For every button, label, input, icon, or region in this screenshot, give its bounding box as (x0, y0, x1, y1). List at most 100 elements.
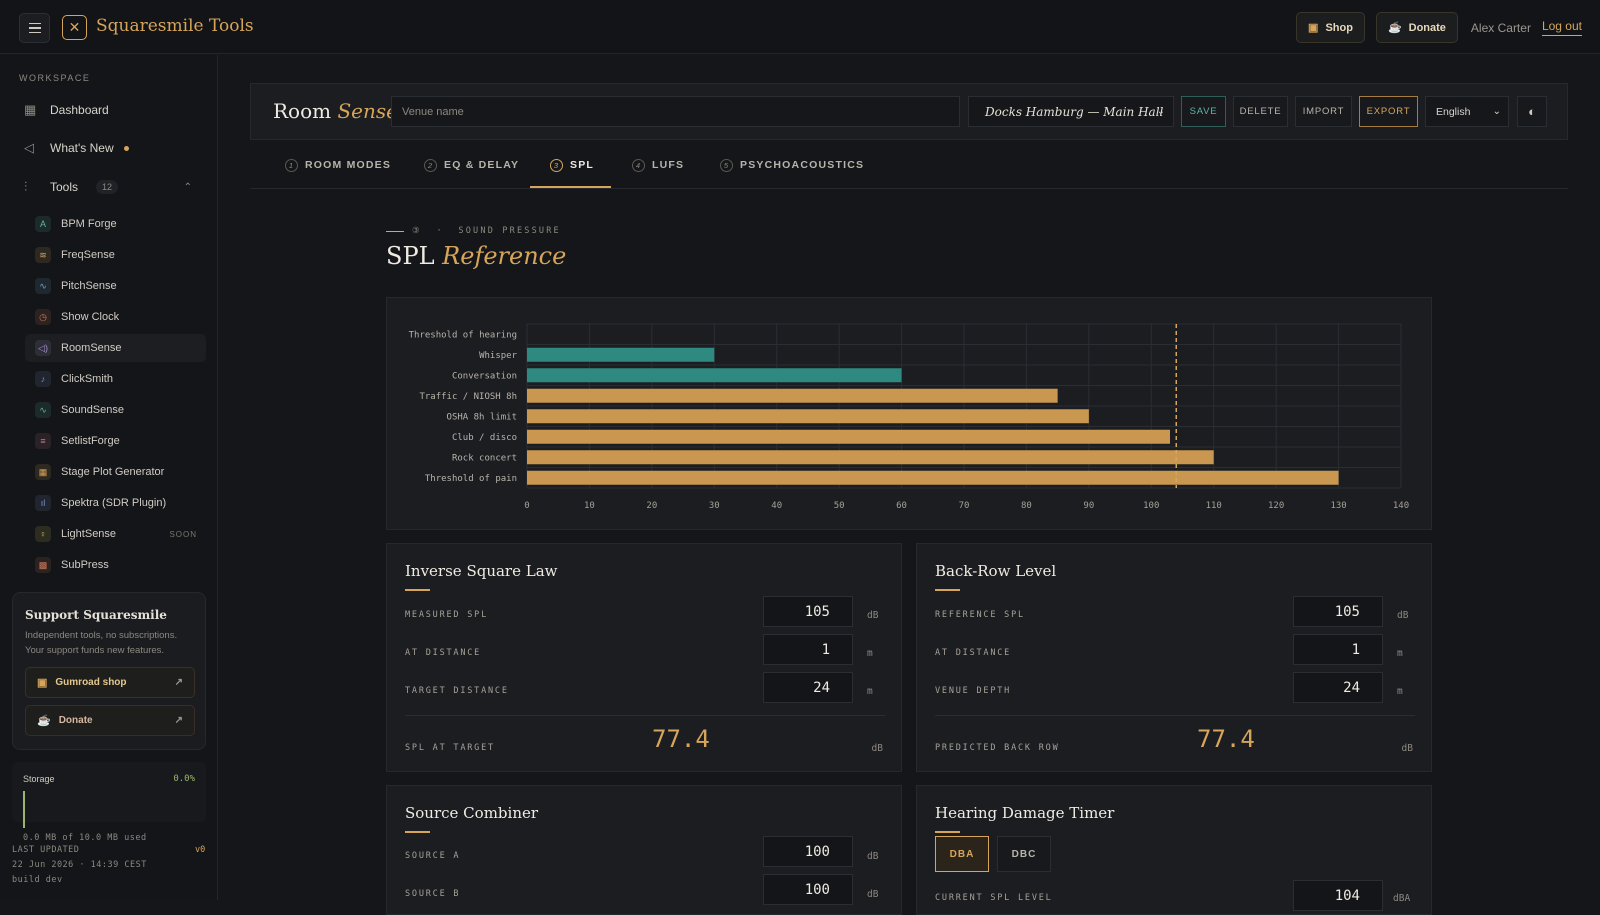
venue-select[interactable]: Docks Hamburg — Main Hall ⌄ (968, 96, 1174, 127)
unit-label: m (1397, 686, 1403, 697)
sidebar-item-dashboard[interactable]: ▦ Dashboard (24, 102, 109, 117)
category-label: Conversation (452, 371, 517, 381)
tool-icon: ♀ (35, 526, 51, 542)
dbc-toggle[interactable]: DBC (997, 836, 1051, 872)
venue-depth-label: VENUE DEPTH (935, 686, 1012, 696)
last-updated-label: LAST UPDATED (12, 845, 80, 855)
tab-eq-delay[interactable]: 2 EQ & DELAY (424, 141, 519, 189)
current-spl-input[interactable]: 104 (1293, 880, 1383, 911)
bar (527, 429, 1171, 444)
tool-label: SubPress (61, 559, 109, 571)
sidebar-tool-roomsense[interactable]: ◁) RoomSense (25, 334, 206, 362)
section-title: SPL Reference (386, 242, 567, 270)
chevron-up-icon[interactable]: ⌃ (183, 181, 192, 193)
card-title: Inverse Square Law (405, 562, 558, 580)
theme-toggle-icon[interactable]: ◐ (1517, 96, 1547, 127)
x-tick-label: 110 (1206, 501, 1222, 511)
tab-lufs[interactable]: 4 LUFS (632, 141, 684, 189)
at-distance-label: AT DISTANCE (405, 648, 482, 658)
x-tick-label: 70 (959, 501, 970, 511)
x-tick-label: 90 (1083, 501, 1094, 511)
sidebar-tool-freqsense[interactable]: ≋ FreqSense (25, 241, 206, 269)
tool-icon: ≋ (35, 247, 51, 263)
tool-icon: A (35, 216, 51, 232)
tool-label: SoundSense (61, 404, 124, 416)
unit-label: dB (867, 851, 879, 862)
unit-label: dBA (1393, 893, 1411, 904)
tools-count-badge: 12 (96, 180, 119, 194)
unit-label: dB (1397, 610, 1409, 621)
card-title: Hearing Damage Timer (935, 804, 1115, 822)
tab-room-modes[interactable]: 1 ROOM MODES (285, 141, 391, 189)
measured-spl-input[interactable]: 105 (763, 596, 853, 627)
import-button[interactable]: IMPORT (1295, 96, 1352, 127)
sidebar-tool-show-clock[interactable]: ◷ Show Clock (25, 303, 206, 331)
venue-name-input[interactable] (391, 96, 960, 127)
source-a-input[interactable]: 100 (763, 836, 853, 867)
bar (527, 450, 1214, 465)
external-link-icon: ↗ (174, 677, 183, 688)
chevron-down-icon: ⌄ (1492, 106, 1501, 117)
tool-label: FreqSense (61, 249, 115, 261)
sidebar-tool-subpress[interactable]: ▩ SubPress (25, 551, 206, 579)
predicted-back-row-label: PREDICTED BACK ROW (935, 743, 1060, 753)
top-bar: ✕ Squaresmile Tools ▣ Shop ☕ Donate Alex C… (0, 0, 1600, 54)
target-distance-input[interactable]: 24 (763, 672, 853, 703)
logout-link[interactable]: Log out (1541, 19, 1582, 36)
unit-label: dB (1401, 743, 1413, 754)
sliders-icon: ⫶ (24, 179, 28, 194)
category-label: Whisper (479, 351, 518, 361)
sidebar-tool-clicksmith[interactable]: ♪ ClickSmith (25, 365, 206, 393)
tool-icon: ◁) (35, 340, 51, 356)
shop-button[interactable]: ▣ Shop (1296, 12, 1365, 43)
active-tab-indicator (530, 186, 611, 188)
last-updated-value: 22 Jun 2026 · 14:39 CEST (12, 860, 147, 870)
sidebar-item-tools[interactable]: ⫶ Tools 12 ⌃ (24, 179, 192, 194)
sidebar-tool-pitchsense[interactable]: ∿ PitchSense (25, 272, 206, 300)
sidebar-tool-stage-plot-generator[interactable]: ▦ Stage Plot Generator (25, 458, 206, 486)
sidebar-tool-setlistforge[interactable]: ≡ SetlistForge (25, 427, 206, 455)
source-b-input[interactable]: 100 (763, 874, 853, 905)
at-distance-input[interactable]: 1 (763, 634, 853, 665)
brand-name: Squaresmile Tools (96, 16, 254, 36)
reference-spl-input[interactable]: 105 (1293, 596, 1383, 627)
sidebar-tool-bpm-forge[interactable]: A BPM Forge (25, 210, 206, 238)
support-text: Independent tools, no subscriptions. You… (25, 630, 178, 656)
tab-spl[interactable]: 3 SPL (550, 141, 594, 189)
chevron-down-icon: ⌄ (1156, 106, 1165, 117)
x-tick-label: 80 (1021, 501, 1032, 511)
delete-button[interactable]: DELETE (1233, 96, 1288, 127)
x-tick-label: 20 (646, 501, 657, 511)
build-label: build dev (12, 875, 63, 885)
category-label: Traffic / NIOSH 8h (419, 392, 517, 402)
language-select[interactable]: English ⌄ (1425, 96, 1509, 127)
sidebar-tool-spektra-sdr-plugin[interactable]: ıl Spektra (SDR Plugin) (25, 489, 206, 517)
sidebar-donate-button[interactable]: ☕ Donate ↗ (25, 705, 195, 736)
x-tick-label: 120 (1268, 501, 1284, 511)
dba-toggle[interactable]: DBA (935, 836, 989, 872)
gumroad-shop-button[interactable]: ▣ Gumroad shop ↗ (25, 667, 195, 698)
sidebar-tool-soundsense[interactable]: ∿ SoundSense (25, 396, 206, 424)
unit-label: dB (871, 743, 883, 754)
grid-icon: ▦ (24, 102, 37, 117)
donate-button[interactable]: ☕ Donate (1375, 12, 1458, 43)
venue-depth-input[interactable]: 24 (1293, 672, 1383, 703)
export-button[interactable]: EXPORT (1359, 96, 1418, 127)
tab-psychoacoustics[interactable]: 5 PSYCHOACOUSTICS (720, 141, 864, 189)
spl-chart-svg: 0 10 20 30 40 50 60 70 80 90 100 110 120 130 140 Thresh… (409, 323, 1409, 511)
menu-icon[interactable] (19, 13, 50, 43)
category-label: Club / disco (452, 433, 517, 443)
app-title: Room Sense (273, 99, 398, 123)
tool-label: PitchSense (61, 280, 117, 292)
tool-icon: ▩ (35, 557, 51, 573)
sidebar-item-whats-new[interactable]: ◁ What's New (19, 131, 204, 165)
at-distance-input[interactable]: 1 (1293, 634, 1383, 665)
storage-label: Storage (23, 774, 55, 784)
storage-widget: Storage 0.0% (12, 762, 206, 828)
sidebar: WORKSPACE ▦ Dashboard ◁ What's New ⫶ Tools 1… (0, 55, 218, 900)
hearing-timer-card: Hearing Damage Timer DBA DBC CURRENT SPL… (916, 785, 1432, 915)
sidebar-tool-lightsense[interactable]: ♀ LightSense SOON (25, 520, 206, 548)
x-tick-label: 10 (584, 501, 595, 511)
x-tick-label: 130 (1330, 501, 1346, 511)
save-button[interactable]: SAVE (1181, 96, 1226, 127)
